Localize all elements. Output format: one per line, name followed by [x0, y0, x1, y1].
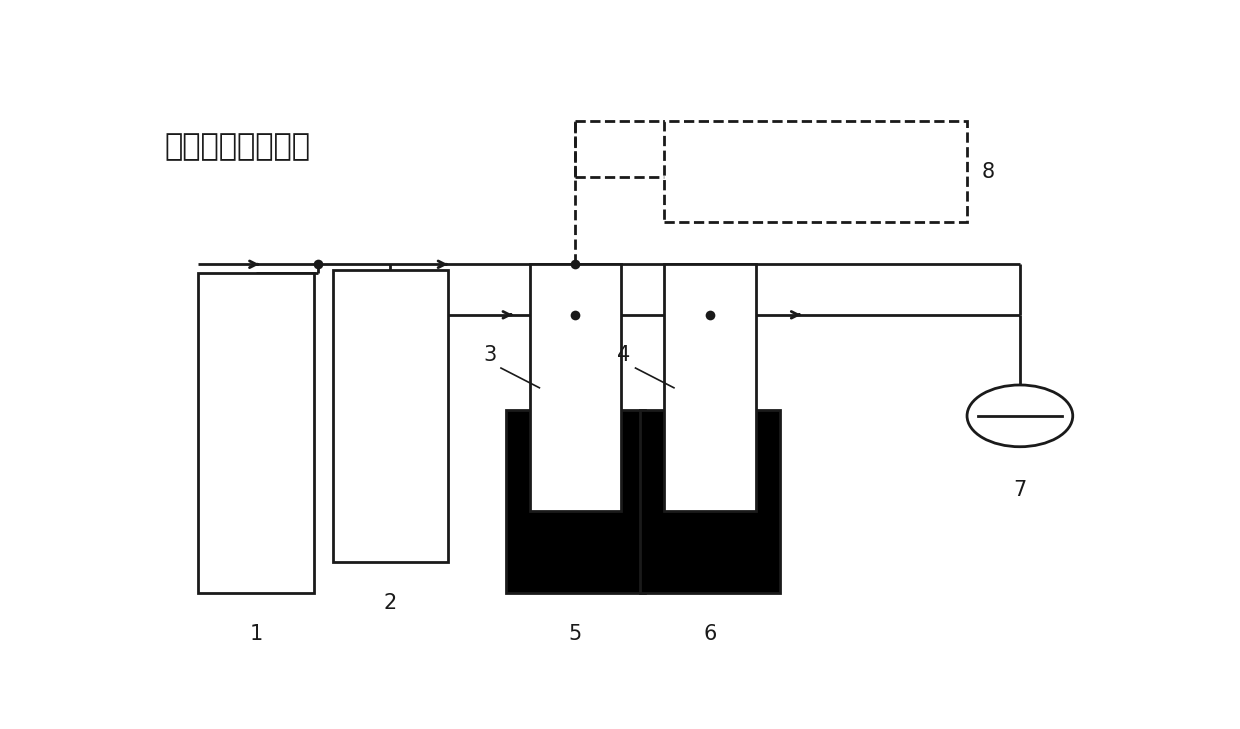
Text: 7: 7	[1013, 480, 1027, 500]
Bar	[332, 270, 448, 562]
Bar	[529, 265, 621, 511]
Bar	[665, 265, 755, 511]
Text: 6: 6	[703, 623, 717, 644]
Text: 4: 4	[618, 346, 631, 365]
Text: 2: 2	[384, 593, 397, 612]
Text: 5: 5	[569, 623, 582, 644]
Bar	[506, 410, 645, 593]
Bar	[665, 121, 967, 222]
Text: 8: 8	[982, 162, 994, 182]
Circle shape	[967, 385, 1073, 447]
Bar	[198, 273, 314, 593]
Text: 3: 3	[482, 346, 496, 365]
Text: 净化后的四氟化碳: 净化后的四氟化碳	[165, 132, 310, 161]
Text: 1: 1	[249, 623, 263, 644]
Bar	[640, 410, 780, 593]
